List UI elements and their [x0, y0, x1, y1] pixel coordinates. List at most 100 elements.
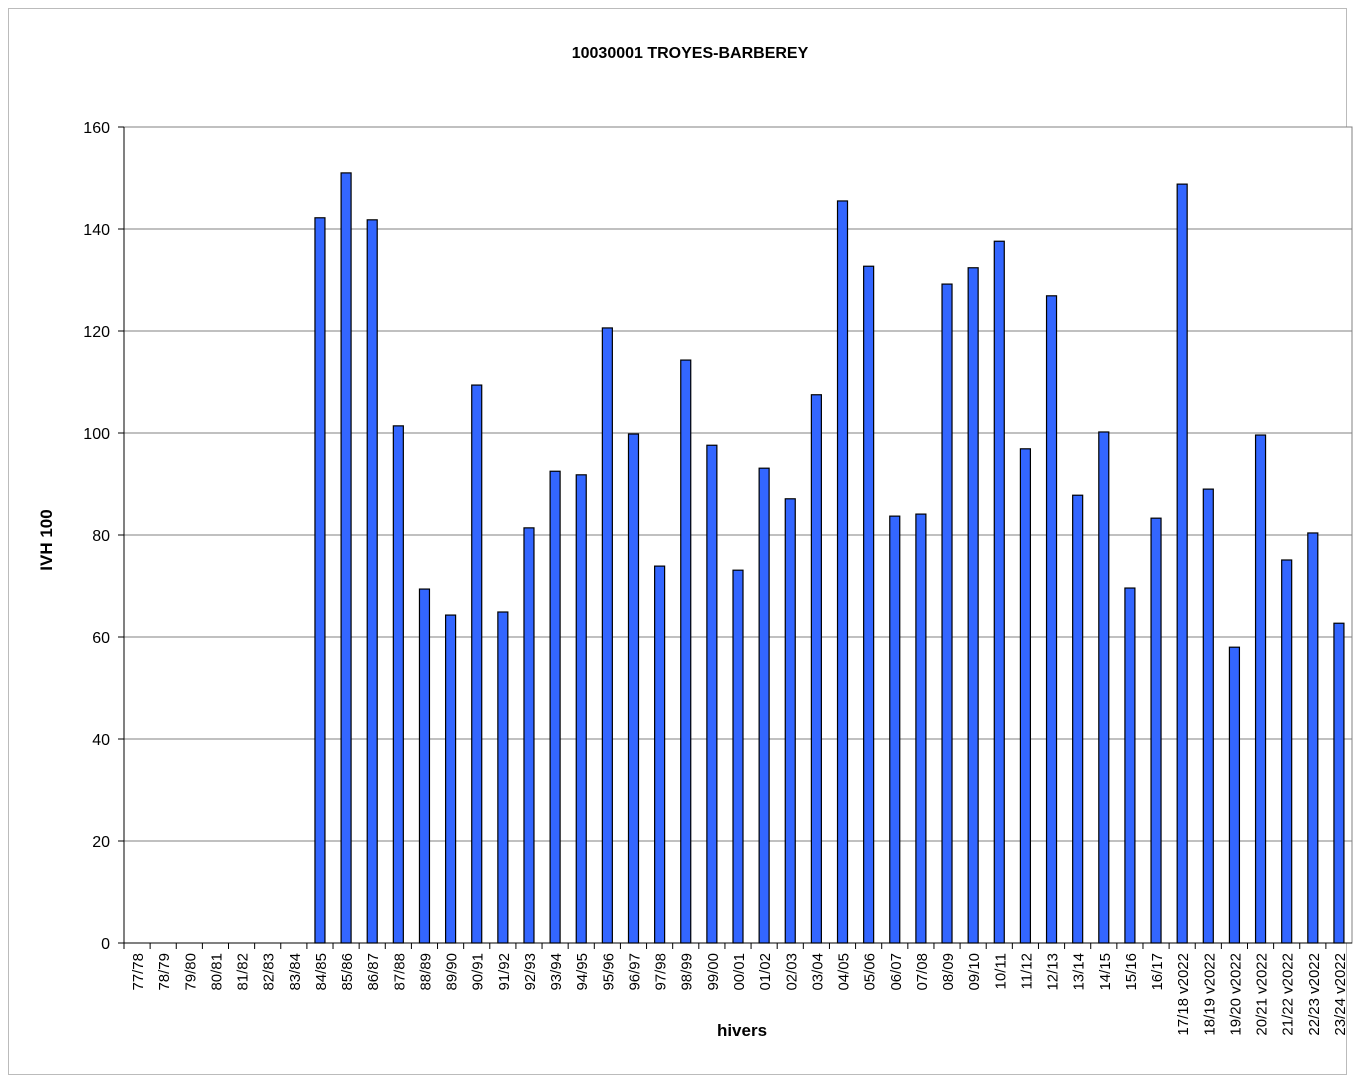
bar — [1281, 559, 1293, 944]
bar — [680, 359, 692, 944]
x-tick-label: 90/91 — [470, 953, 487, 991]
bar — [1124, 587, 1136, 944]
y-axis-label: IVH 100 — [37, 509, 56, 570]
x-tick-label: 21/22 v2022 — [1280, 953, 1297, 1036]
bar — [810, 394, 822, 944]
x-tick-label: 15/16 — [1123, 953, 1140, 991]
x-tick-label: 96/97 — [626, 953, 643, 991]
y-tick-label: 20 — [92, 834, 110, 851]
bar — [706, 444, 718, 944]
x-tick-label: 98/99 — [679, 953, 696, 991]
y-tick-label: 100 — [83, 426, 110, 443]
x-tick-label: 20/21 v2022 — [1254, 953, 1271, 1036]
bar — [654, 565, 666, 944]
y-tick-label: 60 — [92, 630, 110, 647]
x-tick-label: 84/85 — [313, 953, 330, 991]
chart-title: 10030001 TROYES-BARBEREY — [572, 45, 809, 62]
x-tick-label: 95/96 — [600, 953, 617, 991]
bar — [993, 240, 1005, 944]
y-tick-label: 140 — [83, 222, 110, 239]
x-tick-label: 16/17 — [1149, 953, 1166, 991]
y-tick-label: 120 — [83, 324, 110, 341]
bar — [784, 498, 796, 944]
bar — [863, 265, 875, 944]
bar — [1072, 494, 1084, 944]
y-tick-label: 80 — [92, 528, 110, 545]
bar — [392, 425, 404, 944]
bar — [1254, 434, 1267, 944]
x-tick-label: 02/03 — [783, 953, 800, 991]
bar — [915, 513, 927, 944]
bar — [758, 467, 770, 944]
x-tick-label: 93/94 — [548, 953, 565, 991]
bar — [1176, 183, 1188, 944]
x-tick-label: 86/87 — [365, 953, 382, 991]
x-tick-label: 91/92 — [496, 953, 513, 991]
x-tick-label: 77/78 — [130, 953, 147, 991]
x-tick-label: 22/23 v2022 — [1306, 953, 1323, 1036]
x-tick-label: 94/95 — [574, 953, 591, 991]
x-tick-label: 06/07 — [888, 953, 905, 991]
bar — [444, 614, 457, 944]
bar — [967, 267, 979, 944]
x-tick-label: 80/81 — [208, 953, 225, 991]
x-tick-label: 23/24 v2022 — [1332, 953, 1349, 1036]
x-tick-label: 79/80 — [182, 953, 199, 991]
y-tick-label: 40 — [92, 732, 110, 749]
x-tick-label: 11/12 — [1018, 953, 1035, 989]
bar — [889, 515, 901, 944]
x-tick-label: 09/10 — [966, 953, 983, 991]
x-tick-label: 14/15 — [1097, 953, 1114, 991]
x-tick-label: 88/89 — [417, 953, 434, 991]
bar — [627, 433, 640, 944]
x-tick-label: 03/04 — [809, 953, 826, 991]
x-tick-label: 19/20 v2022 — [1227, 953, 1244, 1036]
y-tick-label: 0 — [101, 936, 110, 953]
x-tick-label: 10/11 — [992, 953, 1009, 989]
bar — [340, 172, 352, 944]
bar — [497, 611, 509, 944]
x-tick-label: 12/13 — [1045, 953, 1062, 991]
bar — [1307, 532, 1319, 944]
x-tick-label: 99/00 — [705, 953, 722, 991]
y-tick-label: 160 — [83, 120, 110, 137]
bar — [941, 283, 953, 944]
bar — [575, 474, 587, 944]
bar — [836, 200, 849, 944]
x-tick-label: 04/05 — [836, 953, 853, 991]
x-tick-label: 08/09 — [940, 953, 957, 991]
x-tick-label: 87/88 — [391, 953, 408, 991]
x-tick-label: 17/18 v2022 — [1175, 953, 1192, 1036]
x-tick-label: 05/06 — [862, 953, 879, 991]
bar — [471, 384, 483, 944]
x-tick-label: 97/98 — [653, 953, 670, 991]
bar — [366, 219, 378, 944]
x-tick-label: 01/02 — [757, 953, 774, 991]
x-tick-label: 07/08 — [914, 953, 931, 991]
bar — [1150, 517, 1162, 944]
x-tick-label: 89/90 — [444, 953, 461, 991]
bar — [1098, 431, 1110, 944]
x-tick-label: 92/93 — [522, 953, 539, 991]
x-tick-label: 00/01 — [731, 953, 748, 991]
x-tick-label: 83/84 — [287, 953, 304, 991]
bar — [418, 588, 431, 944]
x-tick-label: 13/14 — [1071, 953, 1088, 991]
x-tick-label: 81/82 — [235, 953, 252, 991]
bar — [1333, 622, 1345, 944]
bar — [314, 217, 326, 944]
bar — [732, 569, 744, 944]
bar — [1019, 448, 1032, 944]
x-tick-label: 82/83 — [261, 953, 278, 991]
x-tick-label: 18/19 v2022 — [1201, 953, 1218, 1036]
x-tick-label: 85/86 — [339, 953, 356, 991]
bar — [1228, 646, 1241, 944]
bar — [601, 327, 613, 944]
bar — [523, 527, 535, 944]
bar — [1202, 488, 1214, 944]
bar — [1045, 295, 1058, 944]
bar — [549, 470, 561, 944]
x-axis-label: hivers — [717, 1021, 767, 1040]
x-tick-label: 78/79 — [156, 953, 173, 991]
